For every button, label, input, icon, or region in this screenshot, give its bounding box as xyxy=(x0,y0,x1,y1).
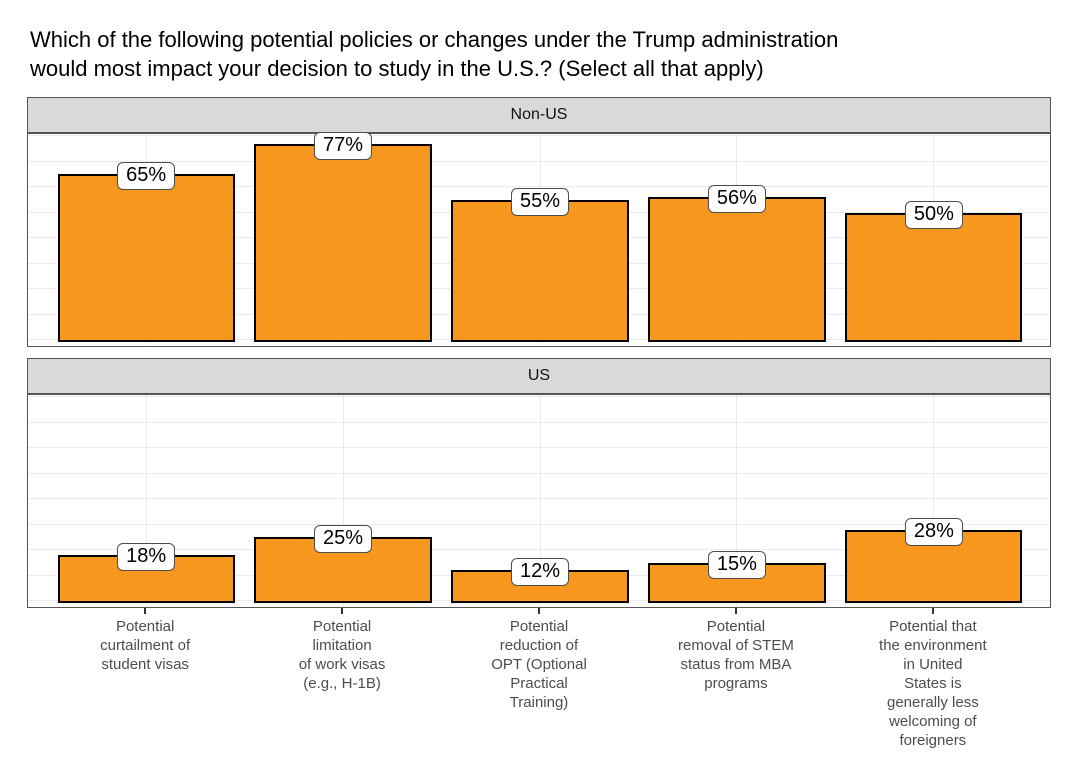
h-gridline xyxy=(28,549,1050,550)
bar-value-label: 28% xyxy=(904,517,963,546)
facet-strip-label: US xyxy=(527,367,551,384)
bar-non-us-2 xyxy=(254,143,432,342)
x-axis-tick xyxy=(734,608,737,614)
bar-value-label: 56% xyxy=(707,185,766,214)
v-gridline xyxy=(342,395,344,607)
h-gridline xyxy=(28,447,1050,448)
chart-title-line-2: would most impact your decision to study… xyxy=(30,56,764,81)
facet-strip-label: Non-US xyxy=(510,106,568,123)
x-axis-tick xyxy=(144,608,147,614)
facet-panel-us: 18% 25% 12% 15% 28% xyxy=(27,394,1051,608)
h-gridline xyxy=(28,472,1050,474)
bar-value-label: 50% xyxy=(904,200,963,229)
bar-value-label: 15% xyxy=(707,550,766,579)
v-gridline xyxy=(145,395,147,607)
h-gridline xyxy=(28,186,1050,187)
bar-non-us-1 xyxy=(57,174,235,342)
h-gridline xyxy=(28,160,1050,162)
x-axis-label: Potential curtailment of student visas xyxy=(100,618,191,673)
x-axis-label: Potential reduction of OPT (Optional Pra… xyxy=(491,618,587,711)
x-axis-tick xyxy=(931,608,934,614)
x-axis-tick xyxy=(341,608,344,614)
bar-value-label: 55% xyxy=(510,187,570,216)
bar-non-us-3 xyxy=(451,199,629,342)
bar-value-label: 12% xyxy=(510,558,570,587)
h-gridline xyxy=(28,421,1050,423)
h-gridline xyxy=(28,498,1050,499)
chart-title-line-1: Which of the following potential policie… xyxy=(30,27,839,52)
bar-non-us-4 xyxy=(648,197,826,342)
h-gridline xyxy=(28,523,1050,525)
x-axis-label: Potential removal of STEM status from MB… xyxy=(677,618,794,692)
v-gridline xyxy=(539,395,541,607)
facet-strip-non-us: Non-US xyxy=(27,97,1051,133)
bar-value-label: 18% xyxy=(117,543,176,572)
v-gridline xyxy=(736,395,738,607)
bar-value-label: 25% xyxy=(314,525,373,554)
bar-non-us-5 xyxy=(845,212,1023,342)
bar-value-label: 65% xyxy=(117,162,176,191)
bar-value-label: 77% xyxy=(314,131,373,160)
h-gridline xyxy=(28,135,1050,136)
bar-us-5 xyxy=(845,529,1023,603)
h-gridline xyxy=(28,396,1050,397)
x-axis-label: Potential that the environment in United… xyxy=(879,618,987,749)
v-gridline xyxy=(933,395,935,607)
x-axis-tick xyxy=(538,608,540,614)
facet-panel-non-us: 65% 77% 55% 56% 50% xyxy=(27,131,1051,347)
facet-strip-us: US xyxy=(27,358,1051,394)
x-axis-label: Potential limitation of work visas (e.g.… xyxy=(298,618,386,692)
chart-title: Which of the following potential policie… xyxy=(30,25,838,83)
